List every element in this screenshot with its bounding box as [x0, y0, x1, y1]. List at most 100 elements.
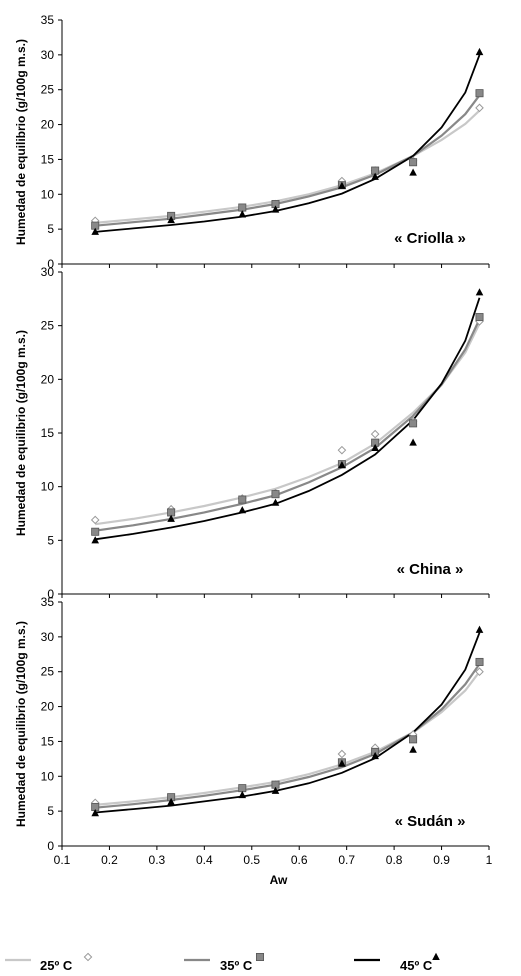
x-tick-label: 0.1 [54, 853, 71, 867]
y-axis-label: Humedad de equilibrio (g/100g m.s.) [14, 39, 28, 245]
y-tick-label: 15 [41, 426, 55, 440]
chart-panel: 0 5 10 15 20 25 30 35 0.1 0.2 0.3 0.4 0.5 0.6 0.7 0.8 0.… [14, 595, 493, 887]
y-tick-label: 30 [41, 630, 55, 644]
data-point [475, 47, 484, 56]
y-tick-label: 10 [41, 769, 55, 783]
x-tick-label: 0.5 [243, 853, 260, 867]
x-tick-label: 0.3 [149, 853, 166, 867]
data-point [238, 203, 247, 212]
series-line [95, 297, 481, 541]
y-tick-label: 25 [41, 83, 55, 97]
data-point [167, 215, 175, 224]
data-point [409, 735, 418, 744]
data-point [371, 172, 379, 180]
y-tick-label: 5 [47, 222, 54, 236]
data-point [475, 103, 484, 113]
x-tick-label: 0.9 [433, 853, 450, 867]
data-point [475, 657, 484, 666]
data-point [90, 515, 100, 525]
series-line [95, 671, 481, 806]
y-tick-label: 15 [41, 152, 55, 166]
data-point [238, 210, 247, 218]
y-tick-label: 0 [47, 839, 54, 853]
panel-label: « China » [397, 561, 464, 578]
data-point [475, 89, 484, 98]
data-point [475, 313, 484, 322]
legend-label: 35º C [220, 958, 253, 973]
legend-item: 35º C [184, 953, 264, 973]
x-tick-label: 0.4 [196, 853, 213, 867]
data-point [238, 784, 247, 793]
y-tick-label: 30 [41, 265, 55, 279]
legend-label: 45º C [400, 958, 433, 973]
data-point [338, 759, 346, 767]
panel-label: « Criolla » [394, 230, 466, 247]
data-point [337, 445, 347, 455]
data-point [271, 786, 280, 794]
y-tick-label: 0 [47, 257, 54, 271]
data-point [337, 749, 347, 759]
legend: 25º C 35º C 45º C [5, 952, 440, 973]
x-tick-label: 0.7 [338, 853, 355, 867]
legend-marker [83, 952, 93, 962]
series-line [95, 323, 481, 526]
y-tick-label: 30 [41, 48, 55, 62]
y-axis-label: Humedad de equilibrio (g/100g m.s.) [14, 621, 28, 827]
series-line [95, 109, 481, 224]
y-tick-label: 35 [41, 13, 55, 27]
data-point [409, 745, 417, 753]
y-tick-label: 5 [47, 804, 54, 818]
y-tick-label: 20 [41, 372, 55, 386]
data-point [475, 625, 484, 633]
y-tick-label: 0 [47, 587, 54, 601]
data-point [167, 514, 175, 522]
y-tick-label: 5 [47, 533, 54, 547]
series-line [95, 663, 481, 809]
series-line [95, 94, 481, 227]
legend-label: 25º C [40, 958, 73, 973]
y-tick-label: 25 [41, 665, 55, 679]
data-point [91, 809, 100, 817]
x-tick-label: 0.2 [101, 853, 118, 867]
data-point [238, 495, 247, 504]
y-tick-label: 10 [41, 480, 55, 494]
data-point [271, 205, 280, 213]
y-tick-label: 20 [41, 700, 55, 714]
data-point [409, 158, 418, 167]
data-point [409, 419, 418, 428]
chart-panel: 0 5 10 15 20 25 30 35 Humedad de equilibrio (g/1… [14, 13, 490, 271]
x-tick-label: 0.8 [386, 853, 403, 867]
y-tick-label: 15 [41, 734, 55, 748]
series-line [95, 632, 481, 814]
legend-marker [432, 952, 440, 960]
chart-panel: 0 5 10 15 20 25 30 Humedad de equilibrio (g/100… [14, 265, 490, 601]
data-point [371, 751, 379, 760]
data-point [238, 506, 247, 514]
data-point [271, 490, 280, 499]
x-tick-label: 0.6 [291, 853, 308, 867]
x-axis-label: Aw [270, 873, 288, 887]
data-point [238, 790, 247, 799]
data-point [475, 288, 484, 296]
legend-item: 45º C [354, 952, 440, 973]
data-point [409, 168, 417, 176]
y-tick-label: 25 [41, 319, 55, 333]
data-point [371, 443, 379, 452]
y-tick-label: 20 [41, 118, 55, 132]
series-line [95, 54, 481, 233]
data-point [338, 461, 346, 469]
y-axis-label: Humedad de equilibrio (g/100g m.s.) [14, 330, 28, 536]
y-tick-label: 35 [41, 595, 55, 609]
data-point [91, 227, 100, 235]
data-point [271, 498, 280, 506]
data-point [91, 527, 100, 536]
x-tick-label: 1 [486, 853, 493, 867]
legend-item: 25º C [5, 952, 93, 973]
data-point [475, 667, 484, 677]
data-point [409, 438, 417, 446]
data-point [338, 181, 346, 189]
data-point [167, 797, 175, 806]
data-point [91, 536, 100, 544]
panel-label: « Sudán » [395, 813, 466, 830]
